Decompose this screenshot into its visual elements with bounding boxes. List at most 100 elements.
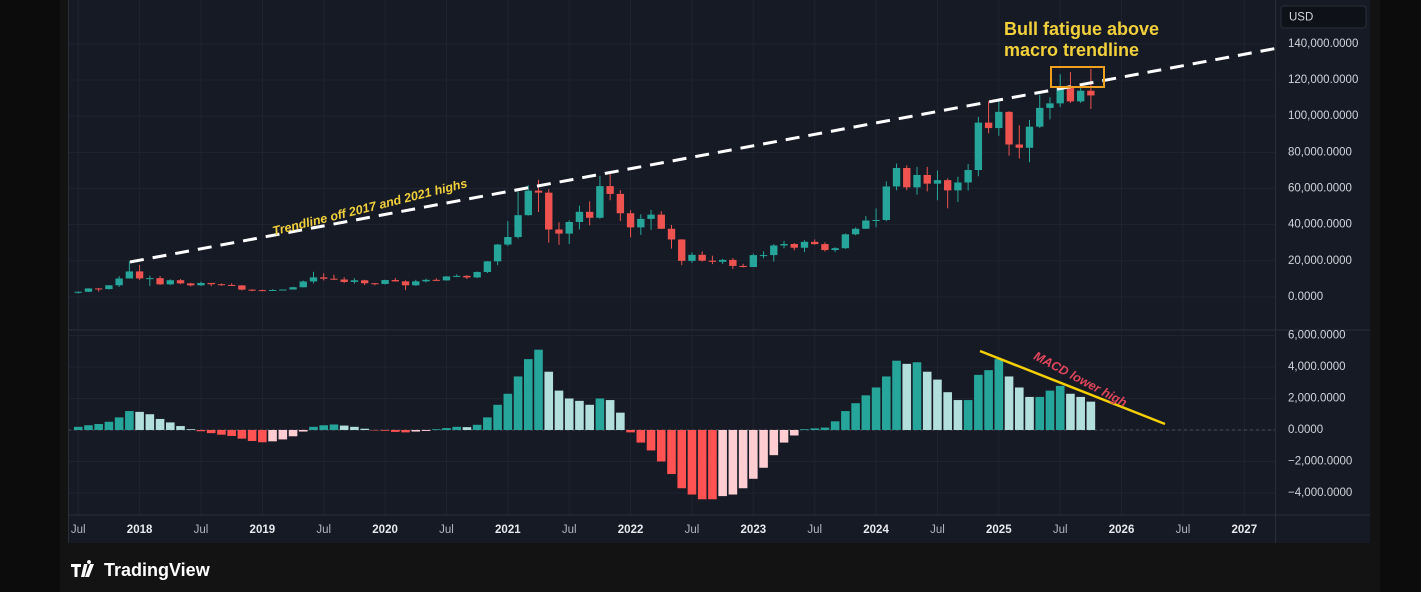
macd-bar: [789, 429, 799, 436]
macd-bar: [605, 400, 615, 430]
candle-body: [1087, 90, 1095, 96]
candle-body: [176, 280, 185, 284]
macd-bar: [667, 429, 676, 475]
candle-body: [1036, 107, 1044, 127]
candle-body: [279, 289, 287, 291]
candle-body: [504, 237, 512, 245]
macd-bar: [646, 429, 656, 451]
macd-bar: [861, 395, 871, 430]
macd-bar: [718, 429, 727, 497]
macd-bar: [626, 429, 635, 433]
macd-bar: [544, 371, 554, 430]
macd-bar: [431, 429, 441, 430]
x-tick-label: 2022: [618, 524, 644, 536]
macd-bar: [94, 423, 103, 430]
macd-bar: [994, 359, 1004, 430]
y-tick-label: 80,000.0000: [1288, 146, 1352, 158]
macd-bar: [380, 429, 390, 431]
candle-body: [811, 241, 819, 245]
currency-label[interactable]: USD: [1289, 12, 1313, 24]
macd-bar: [779, 429, 789, 443]
candle-body: [493, 244, 502, 262]
candle-body: [371, 283, 379, 285]
candle-body: [626, 213, 635, 228]
x-tick-label: 2026: [1109, 524, 1135, 536]
candle-body: [851, 228, 860, 235]
candle-body: [95, 288, 103, 290]
candle-body: [943, 180, 952, 191]
brand-logo: TradingView: [71, 560, 211, 580]
candle-body: [453, 275, 461, 277]
candle-body: [227, 284, 236, 286]
macd-bar: [830, 421, 840, 430]
candle-body: [146, 278, 154, 280]
macd-bar: [524, 359, 533, 430]
macd-bar: [687, 429, 697, 495]
macd-bar: [963, 400, 973, 430]
currency-box[interactable]: [1280, 5, 1367, 29]
x-tick-label: Jul: [930, 524, 945, 536]
candle-body: [381, 280, 389, 284]
candle-body: [1015, 144, 1023, 148]
candle-body: [463, 275, 471, 278]
candle-body: [565, 222, 573, 234]
macd-bar: [186, 429, 196, 430]
macd-bar: [974, 374, 983, 430]
macd-bar: [820, 427, 830, 430]
macd-bar: [135, 411, 144, 430]
callout-line: macro trendline: [1004, 40, 1139, 60]
macd-bar: [892, 360, 901, 430]
highlight-box: [1050, 66, 1105, 88]
candle-body: [412, 281, 420, 286]
macd-bar: [564, 398, 574, 430]
x-tick-label: Jul: [71, 524, 86, 536]
macd-bar: [595, 398, 605, 430]
macd-bar: [984, 370, 993, 430]
candle-body: [74, 291, 82, 293]
macd-bar: [1086, 401, 1096, 430]
macd-bar: [411, 429, 421, 432]
candle-body: [422, 279, 430, 282]
macd-bar: [728, 429, 738, 495]
candle-body: [862, 220, 870, 229]
y-tick-label: 4,000.0000: [1288, 361, 1346, 373]
macd-bar: [697, 429, 707, 500]
macd-bar: [73, 426, 83, 430]
candle-body: [432, 279, 440, 281]
candle-body: [105, 285, 113, 290]
macd-bar: [339, 425, 349, 430]
x-tick-label: Jul: [807, 524, 822, 536]
y-tick-label: 60,000.0000: [1288, 183, 1352, 195]
y-tick-label: 140,000.0000: [1288, 38, 1358, 50]
candle-body: [125, 271, 134, 279]
macd-bar: [217, 429, 226, 435]
macd-bar: [360, 428, 369, 430]
y-tick-label: 6,000.0000: [1288, 330, 1346, 342]
candle-body: [555, 229, 563, 234]
candle-body: [995, 111, 1003, 129]
x-tick-label: Jul: [562, 524, 577, 536]
candle-body: [289, 287, 297, 290]
candle-body: [708, 260, 717, 262]
candle-body: [299, 281, 307, 288]
macd-bar: [258, 429, 267, 443]
trendline: [129, 46, 1279, 264]
y-tick-label: −2,000.0000: [1288, 455, 1352, 467]
candle-body: [156, 278, 164, 285]
candle-body: [330, 278, 338, 280]
candle-body: [187, 283, 195, 286]
candle-body: [739, 265, 747, 268]
macd-bar: [165, 422, 175, 430]
brand-name: TradingView: [104, 560, 211, 580]
macd-bar: [585, 404, 594, 430]
macd-bar: [882, 376, 891, 430]
y-tick-label: 40,000.0000: [1288, 219, 1352, 231]
macd-bar: [237, 429, 247, 439]
candle-body: [718, 259, 727, 262]
macd-bar: [421, 429, 431, 431]
macd-bar: [769, 429, 779, 456]
candle-body: [1025, 126, 1034, 148]
x-tick-label: Jul: [1053, 524, 1068, 536]
